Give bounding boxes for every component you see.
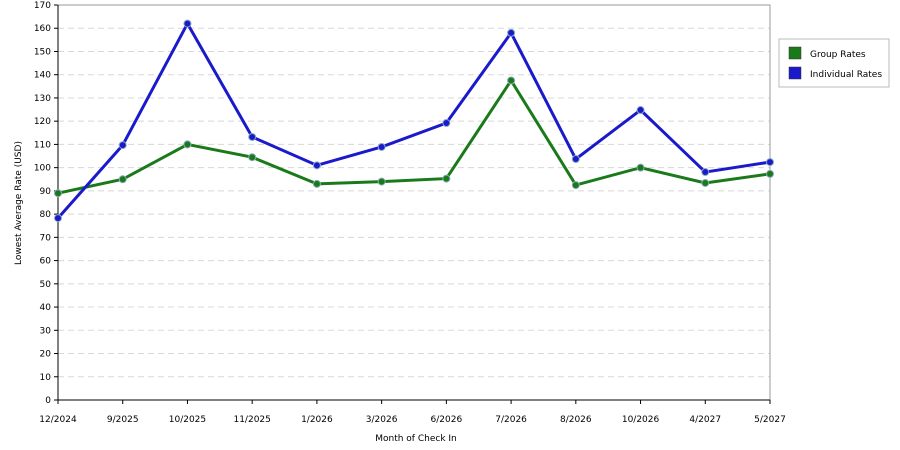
x-tick-label: 3/2026 <box>366 415 398 425</box>
x-tick-label: 12/2024 <box>39 415 77 425</box>
point <box>377 142 386 151</box>
y-tick-label: 140 <box>34 71 51 81</box>
x-tick-label: 8/2026 <box>560 415 592 425</box>
point <box>701 168 710 177</box>
x-tick-label: 1/2026 <box>301 415 333 425</box>
point <box>701 178 710 187</box>
point <box>571 181 580 190</box>
y-tick-label: 40 <box>40 303 52 313</box>
point <box>377 177 386 186</box>
legend-swatch <box>788 66 802 80</box>
x-tick-label: 10/2025 <box>169 415 206 425</box>
y-tick-label: 90 <box>40 187 52 197</box>
y-tick-label: 150 <box>34 47 51 57</box>
y-tick-label: 60 <box>40 257 52 267</box>
y-tick-label: 70 <box>40 233 52 243</box>
point <box>118 175 127 184</box>
y-tick-label: 170 <box>34 1 51 11</box>
series-line <box>56 20 771 220</box>
x-axis-label: Month of Check In <box>375 434 457 444</box>
point <box>507 28 516 37</box>
point <box>118 141 127 150</box>
y-tick-label: 100 <box>34 164 51 174</box>
legend-label: Individual Rates <box>810 70 882 80</box>
x-tick-label: 7/2026 <box>495 415 527 425</box>
x-tick-label: 6/2026 <box>431 415 463 425</box>
y-tick-label: 120 <box>34 117 51 127</box>
x-tick-label: 10/2026 <box>622 415 660 425</box>
point <box>54 189 62 198</box>
point <box>442 119 451 128</box>
x-tick-label: 9/2025 <box>107 415 139 425</box>
legend-swatch <box>788 46 802 60</box>
point <box>636 163 645 172</box>
y-tick-label: 50 <box>40 280 52 290</box>
y-axis-label: Lowest Average Rate (USD) <box>14 141 24 265</box>
y-tick-label: 30 <box>40 326 52 336</box>
y-tick-label: 0 <box>45 396 51 406</box>
point <box>183 19 192 28</box>
y-tick-label: 160 <box>34 24 51 34</box>
point <box>442 174 451 183</box>
series-line <box>57 77 771 195</box>
point <box>312 179 321 188</box>
y-tick-label: 110 <box>34 140 51 150</box>
y-tick-label: 80 <box>40 210 52 220</box>
point <box>571 155 580 164</box>
legend-label: Group Rates <box>810 50 866 60</box>
point <box>248 132 257 141</box>
point <box>54 214 62 223</box>
y-tick-label: 10 <box>40 373 52 383</box>
point <box>248 153 257 162</box>
x-tick-label: 11/2025 <box>233 415 270 425</box>
y-tick-label: 130 <box>34 94 51 104</box>
point <box>312 161 321 170</box>
point <box>766 158 774 167</box>
point <box>766 169 774 178</box>
x-tick-label: 5/2027 <box>754 415 786 425</box>
point <box>183 140 192 149</box>
y-tick-label: 20 <box>40 350 52 360</box>
point <box>636 106 645 115</box>
x-tick-label: 4/2027 <box>689 415 721 425</box>
point <box>507 76 516 85</box>
